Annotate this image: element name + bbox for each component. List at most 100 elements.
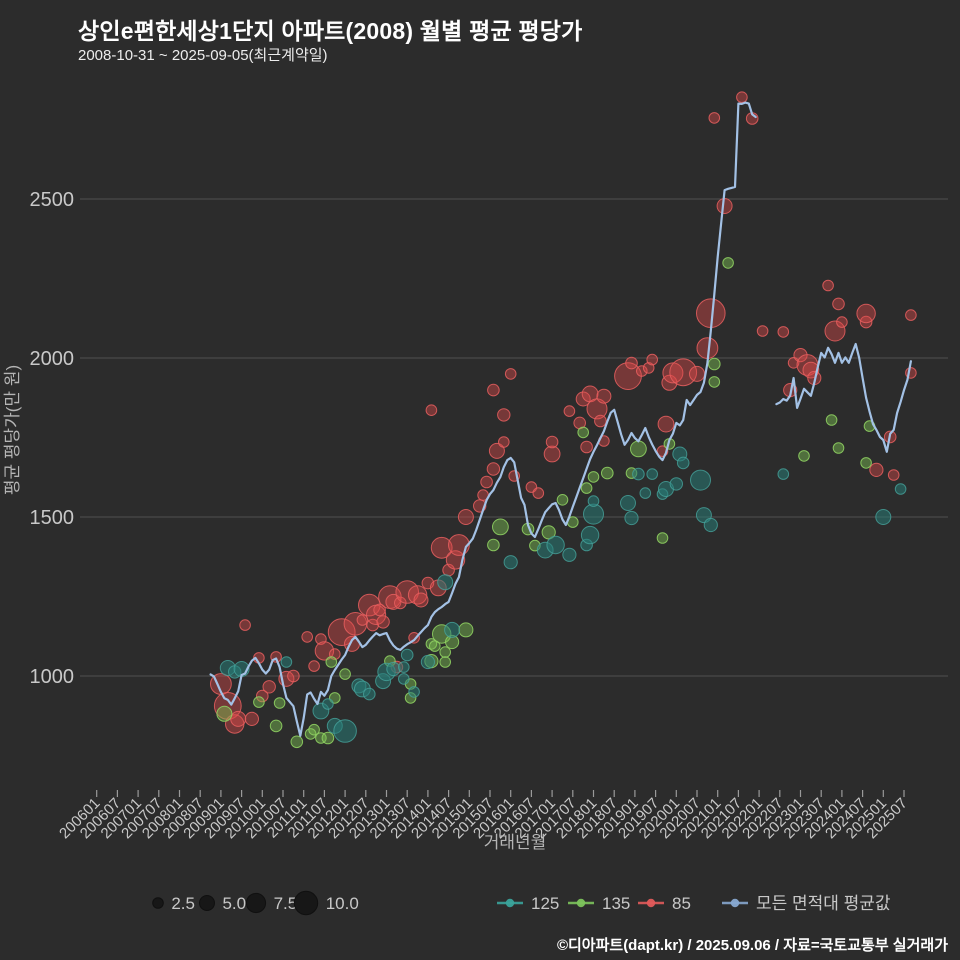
bubble-135 bbox=[577, 426, 590, 439]
legend-size-label: 2.5 bbox=[171, 894, 195, 913]
legend-series-label: 135 bbox=[602, 894, 630, 913]
bubble-85 bbox=[905, 309, 917, 321]
bubble-135 bbox=[825, 414, 838, 426]
legend-series-dot bbox=[576, 898, 586, 908]
bubble-85 bbox=[308, 660, 320, 672]
bubble-125 bbox=[894, 483, 907, 495]
bubble-85 bbox=[413, 592, 429, 608]
bubble-135 bbox=[439, 646, 452, 658]
legend-size-label: 5.0 bbox=[222, 894, 246, 913]
bubble-125 bbox=[322, 698, 334, 710]
legend-size-circle bbox=[245, 892, 267, 914]
bubble-85 bbox=[736, 91, 748, 103]
bubble-135 bbox=[458, 622, 474, 638]
bubble-85 bbox=[777, 326, 790, 338]
bubble-85 bbox=[596, 388, 612, 404]
bubble-85 bbox=[859, 315, 873, 329]
bubble-135 bbox=[487, 538, 500, 552]
bubble-85 bbox=[486, 462, 501, 476]
bubble-125 bbox=[583, 503, 604, 525]
bubble-125 bbox=[503, 555, 518, 570]
bubble-125 bbox=[408, 686, 420, 698]
legend-series-label: 125 bbox=[531, 894, 559, 913]
bubble-85 bbox=[256, 689, 269, 703]
bubble-125 bbox=[546, 535, 565, 555]
bubble-125 bbox=[703, 517, 718, 533]
bubble-125 bbox=[676, 456, 690, 470]
bubble-85 bbox=[822, 279, 834, 292]
bubble-125 bbox=[437, 574, 454, 591]
legend-size-circle bbox=[199, 895, 215, 911]
bubble-135 bbox=[273, 697, 286, 709]
bubble-85 bbox=[327, 618, 356, 646]
bubble-135 bbox=[832, 442, 845, 454]
bubble-135 bbox=[269, 719, 283, 733]
bubble-125 bbox=[562, 547, 577, 562]
page-subtitle: 2008-10-31 ~ 2025-09-05(최근계약일) bbox=[78, 47, 328, 64]
bubble-135 bbox=[708, 376, 721, 388]
bubble-85 bbox=[480, 475, 493, 489]
bubble-135 bbox=[321, 731, 335, 745]
bubble-135 bbox=[601, 466, 614, 480]
y-tick-label: 1500 bbox=[30, 507, 75, 529]
y-tick-label: 2000 bbox=[30, 348, 75, 370]
bubble-135 bbox=[541, 525, 556, 540]
bubble-85 bbox=[669, 358, 698, 387]
bubble-85 bbox=[425, 404, 438, 417]
legend-size-label: 10.0 bbox=[326, 894, 359, 913]
legend-series-label: 모든 면적대 평균값 bbox=[756, 894, 891, 913]
bubble-85 bbox=[575, 391, 591, 407]
legend-series-label: 85 bbox=[672, 894, 691, 913]
bubble-135 bbox=[325, 656, 338, 668]
bubble-125 bbox=[875, 509, 892, 525]
bubble-series-135 bbox=[216, 257, 876, 749]
bubble-125 bbox=[669, 477, 683, 491]
bubble-85 bbox=[543, 445, 561, 463]
bubble-85 bbox=[430, 536, 453, 559]
legend-series-dot bbox=[646, 898, 656, 908]
bubble-85 bbox=[887, 469, 900, 481]
bubble-85 bbox=[287, 669, 300, 683]
bubble-125 bbox=[333, 719, 357, 743]
bubble-85 bbox=[636, 365, 648, 377]
legend-size-label: 7.5 bbox=[274, 894, 298, 913]
bubble-85 bbox=[716, 198, 733, 214]
bubble-135 bbox=[339, 668, 351, 680]
bubble-85 bbox=[532, 487, 545, 499]
bubble-series-125 bbox=[219, 446, 907, 743]
bubble-125 bbox=[777, 468, 790, 480]
bubble-125 bbox=[398, 661, 410, 673]
legend-size-circle bbox=[152, 897, 164, 909]
bubble-135 bbox=[722, 257, 734, 269]
legend: 2.5 5.0 7.5 10.0 125 135 85 모든 면적대 평균값 bbox=[152, 890, 891, 916]
bubble-135 bbox=[656, 532, 669, 544]
bubble-85 bbox=[230, 710, 247, 727]
bubble-85 bbox=[756, 325, 769, 337]
bubble-135 bbox=[798, 450, 810, 462]
bubble-125 bbox=[398, 673, 410, 685]
bubble-85 bbox=[262, 680, 276, 694]
bubble-85 bbox=[497, 408, 511, 422]
bubble-85 bbox=[395, 580, 420, 604]
bubble-135 bbox=[315, 732, 327, 744]
bubble-135 bbox=[290, 735, 304, 749]
bubble-125 bbox=[280, 656, 293, 668]
bubble-125 bbox=[690, 469, 711, 491]
legend-series-dot bbox=[505, 898, 515, 908]
page-title: 상인e편한세상1단지 아파트(2008) 월별 평균 평당가 bbox=[78, 18, 583, 44]
bubble-85 bbox=[594, 414, 607, 428]
bubble-85 bbox=[487, 383, 500, 397]
bubble-85 bbox=[301, 631, 314, 643]
bubble-85 bbox=[563, 405, 576, 417]
bubble-85 bbox=[376, 615, 390, 629]
bubble-125 bbox=[620, 495, 636, 511]
bubble-125 bbox=[444, 621, 461, 638]
bubble-85 bbox=[869, 462, 884, 477]
bubble-85 bbox=[657, 415, 675, 433]
bubble-135 bbox=[587, 471, 600, 483]
credit-footer: ©디아파트(dapt.kr) / 2025.09.06 / 자료=국토교통부 실… bbox=[556, 937, 948, 954]
bubble-85 bbox=[580, 440, 593, 454]
bubble-85 bbox=[504, 368, 517, 380]
